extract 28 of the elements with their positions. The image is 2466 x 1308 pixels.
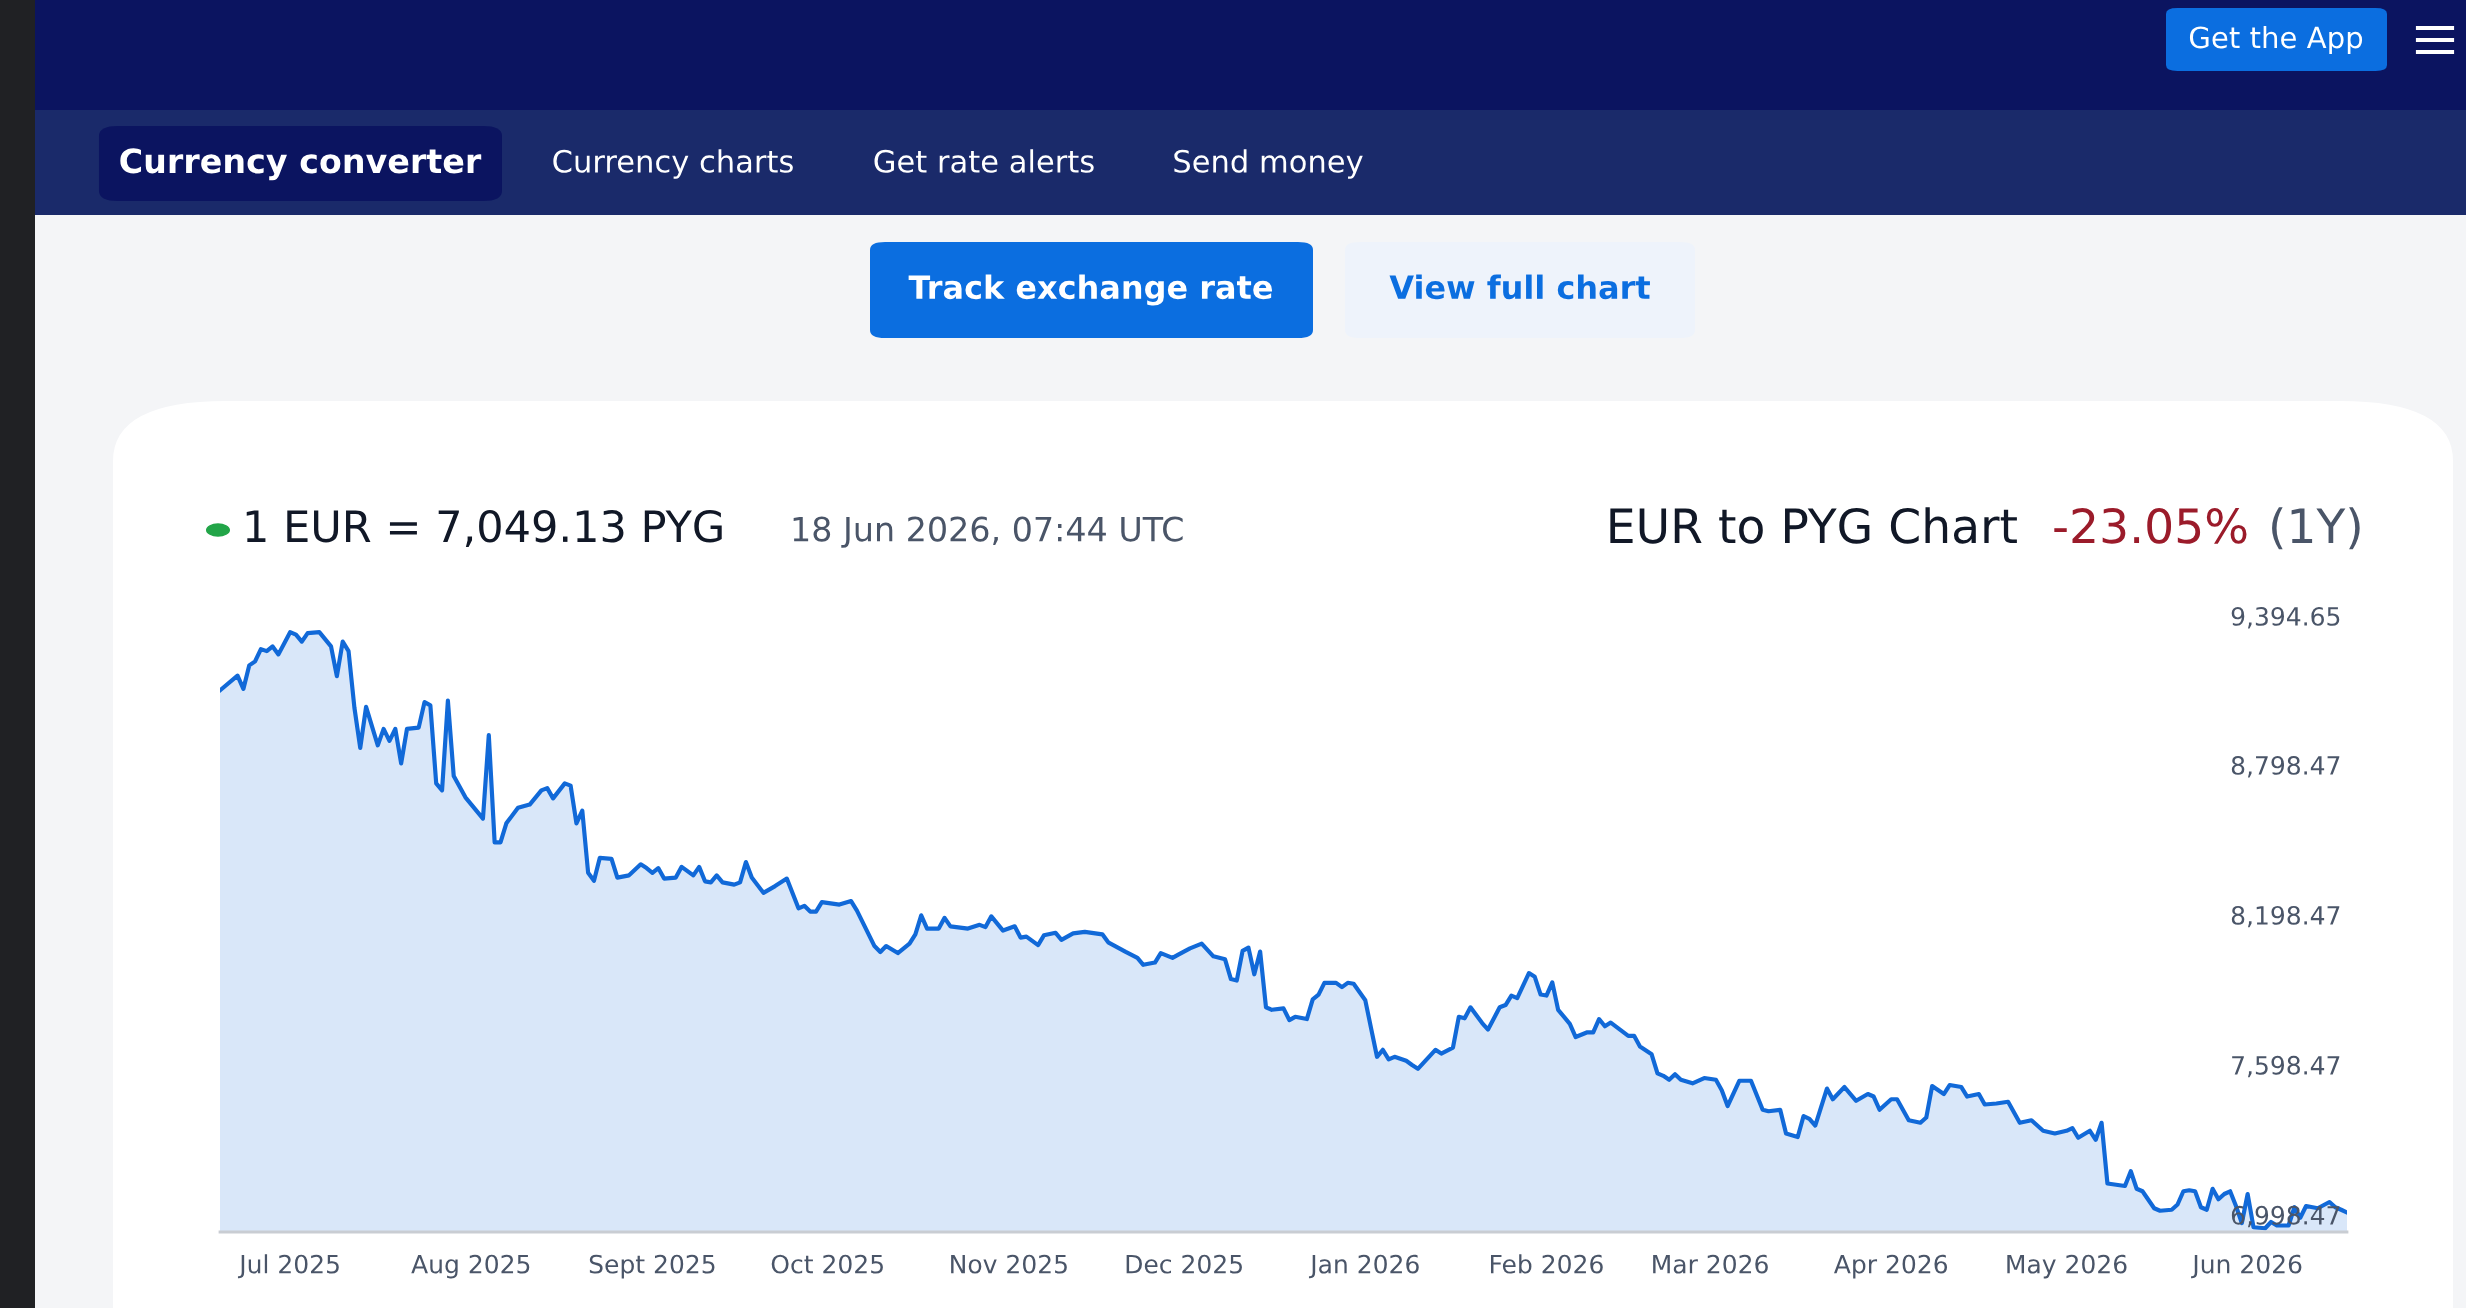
x-tick-label: Apr 2026 [1834,1254,1948,1279]
text: Currency charts [553,149,793,179]
text: Get the App [2189,25,2363,55]
chart-title: EUR to PYG Chart [1610,507,2017,544]
text: Currency converter [120,148,482,181]
y-tick-label: 8,798.47 [2231,755,2340,778]
x-tick-label: Mar 2026 [1653,1254,1768,1274]
x-tick-label: Dec 2025 [1126,1254,1242,1274]
y-tick-label: 9,394.65 [2231,606,2340,629]
x-tick-label: Jul 2025 [237,1254,339,1279]
text: Send money [1174,149,1363,179]
text: Track exchange rate [908,274,1272,306]
text: Get rate alerts [874,149,1094,173]
x-tick-label: Nov 2025 [951,1254,1067,1274]
x-tick-label: Oct 2025 [771,1254,883,1274]
x-tick-label: May 2026 [2007,1254,2127,1279]
x-tick-label: Sept 2025 [589,1254,715,1279]
y-tick-label: 7,598.47 [2232,1055,2340,1078]
text: 18 Jun 2026, 07:44 UTC [793,516,1183,548]
x-tick-label: Feb 2026 [1490,1254,1603,1274]
y-tick-label: 8,198.47 [2231,905,2340,928]
x-tick-label: Jan 2026 [1308,1254,1419,1279]
text: View full chart [1389,274,1650,300]
text: (1Y) [2272,507,2360,550]
text: -23.05% [2054,507,2247,544]
x-tick-label: Jun 2026 [2191,1254,2302,1279]
chart-subtitle: 1 EUR = 7,049.13 PYG [246,509,722,547]
x-tick-label: Aug 2025 [411,1254,530,1279]
